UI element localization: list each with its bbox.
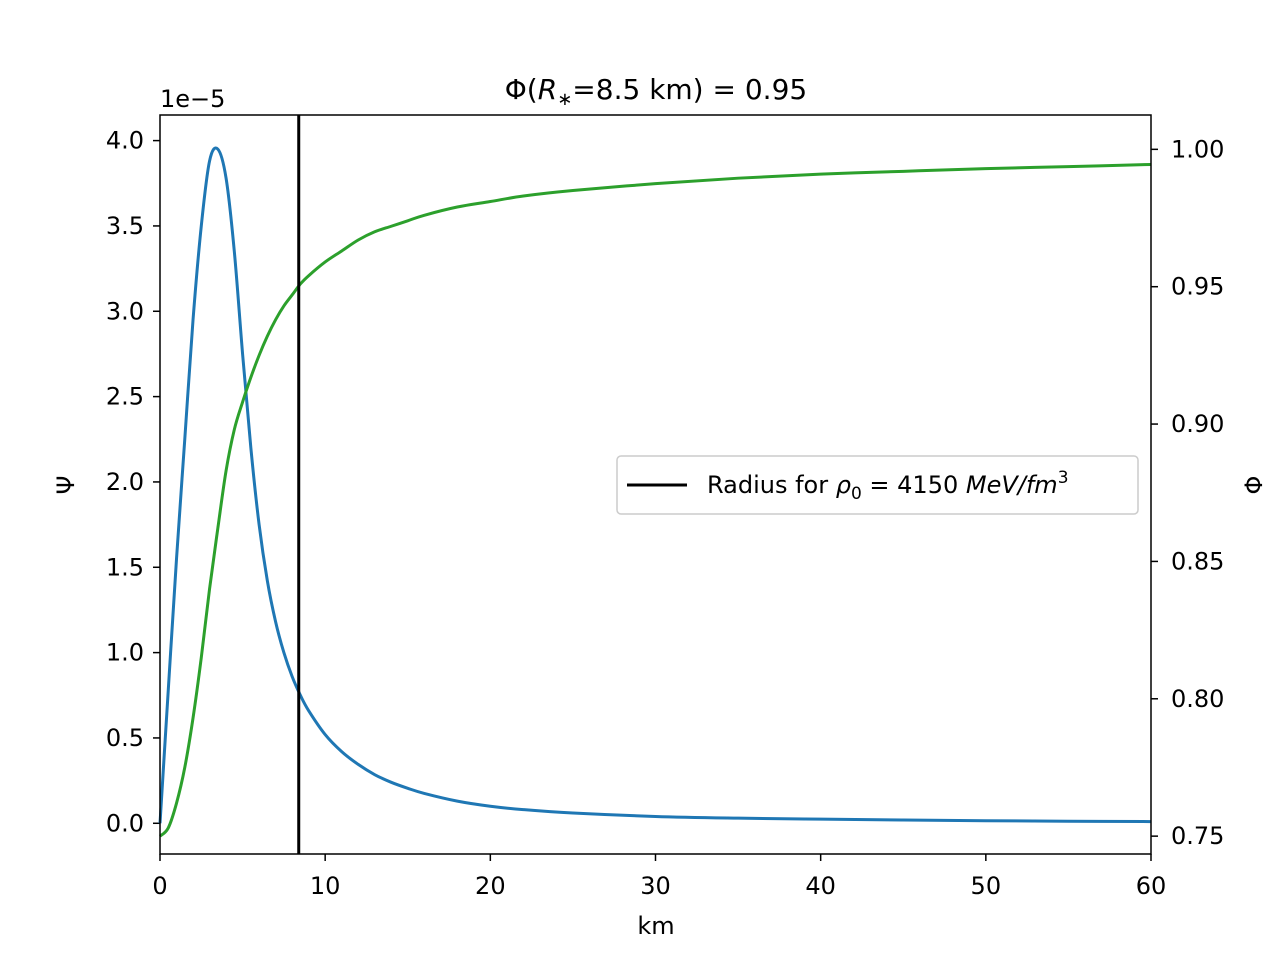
y-left-tick-label: 0.0: [106, 809, 144, 837]
y-right-tick-label: 1.00: [1171, 135, 1224, 163]
series-line-phi: [158, 162, 1152, 838]
y-left-tick-label: 3.0: [106, 297, 144, 325]
y-right-tick-label: 0.75: [1171, 822, 1224, 850]
left-axis-multiplier: 1e−5: [160, 85, 225, 113]
y-axis-label-left: Ψ: [52, 476, 80, 495]
y-left-tick-label: 3.5: [106, 212, 144, 240]
legend: Radius for ρ0 = 4150 MeV/fm3: [616, 455, 1139, 515]
x-tick-label: 10: [310, 872, 341, 900]
y-right-tick-label: 0.95: [1171, 273, 1224, 301]
legend-box: [616, 455, 1139, 515]
x-axis-label: km: [637, 912, 674, 940]
y-left-tick-label: 1.5: [106, 553, 144, 581]
y-right-tick-label: 0.80: [1171, 685, 1224, 713]
y-left-tick-label: 0.5: [106, 724, 144, 752]
y-left-tick-label: 1.0: [106, 639, 144, 667]
legend-label-radius: Radius for ρ0 = 4150 MeV/fm3: [707, 468, 1069, 504]
y-left-tick-label: 4.0: [106, 127, 144, 155]
x-tick-label: 50: [971, 872, 1002, 900]
x-tick-label: 20: [475, 872, 506, 900]
y-left-tick-label: 2.5: [106, 383, 144, 411]
y-left-tick-label: 2.0: [106, 468, 144, 496]
series-line-psi: [158, 146, 1152, 824]
x-tick-label: 30: [640, 872, 671, 900]
y-right-tick-label: 0.90: [1171, 410, 1224, 438]
y-axis-label-right: Φ: [1240, 476, 1268, 495]
plot-frame: [159, 114, 1152, 855]
y-right-tick-label: 0.85: [1171, 547, 1224, 575]
chart-title: Φ(R∗=8.5 km) = 0.95: [505, 73, 807, 110]
x-tick-label: 40: [805, 872, 836, 900]
x-tick-label: 60: [1136, 872, 1167, 900]
x-tick-label: 0: [152, 872, 167, 900]
